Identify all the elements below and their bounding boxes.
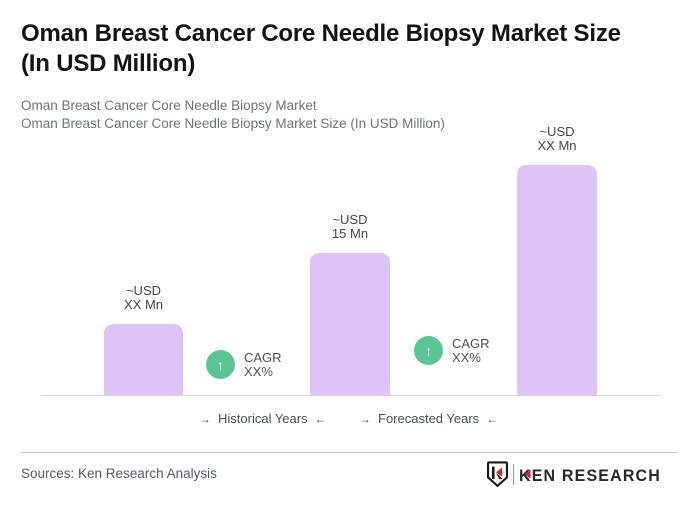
bar-value-line: ~USD bbox=[125, 283, 162, 298]
subtitle-line-1: Oman Breast Cancer Core Needle Biopsy Ma… bbox=[21, 98, 317, 113]
sources-text: Sources: Ken Research Analysis bbox=[21, 466, 217, 481]
logo-divider bbox=[513, 463, 514, 485]
bar-value-line: XX Mn bbox=[537, 138, 577, 153]
page-title: Oman Breast Cancer Core Needle Biopsy Ma… bbox=[21, 20, 621, 77]
bar-value-line: ~USD bbox=[539, 124, 575, 139]
arrow-up-circle-icon: ↑ bbox=[414, 336, 443, 365]
ken-research-emblem-icon bbox=[487, 460, 508, 487]
bar-value-line: 15 Mn bbox=[331, 226, 369, 241]
ken-research-wordmark: KEN RESEARCH bbox=[519, 467, 661, 485]
arrow-left-icon: ← bbox=[314, 411, 327, 426]
bar-value-label: ~USD 15 Mn bbox=[270, 213, 430, 241]
arrow-left-icon: ← bbox=[486, 411, 499, 426]
cagr-value: XX% bbox=[452, 349, 481, 365]
cagr-badge-historical: ↑ CAGR XX% bbox=[206, 350, 282, 379]
bar-rect bbox=[104, 324, 183, 395]
cagr-label: CAGR bbox=[452, 335, 490, 351]
logo-text: KEN RESEARCH bbox=[519, 467, 661, 485]
chart-subtitle: Oman Breast Cancer Core Needle Biopsy Ma… bbox=[21, 97, 581, 133]
cagr-badge-text: CAGR XX% bbox=[244, 349, 282, 379]
logo-red-wedge-icon bbox=[524, 469, 531, 479]
arrow-right-icon: → bbox=[359, 411, 371, 426]
bar-rect bbox=[517, 165, 597, 395]
bar-value-line: XX Mn bbox=[123, 297, 163, 312]
arrow-up-circle-icon: ↑ bbox=[206, 350, 235, 379]
cagr-badge-forecast: ↑ CAGR XX% bbox=[414, 336, 490, 365]
subtitle-line-2: Oman Breast Cancer Core Needle Biopsy Ma… bbox=[21, 116, 445, 131]
footer-divider bbox=[20, 452, 678, 453]
bar-value-label: ~USD XX Mn bbox=[64, 284, 223, 312]
bar-rect bbox=[310, 253, 390, 395]
axis-label-forecasted-years: → Forecasted Years ← bbox=[359, 411, 498, 426]
bar-value-label: ~USD XX Mn bbox=[477, 125, 637, 153]
arrow-right-icon: → bbox=[199, 411, 211, 426]
arrow-up-icon: ↑ bbox=[425, 342, 432, 359]
cagr-value: XX% bbox=[244, 363, 273, 379]
arrow-up-icon: ↑ bbox=[217, 356, 224, 373]
bar-value-line: ~USD bbox=[332, 212, 368, 227]
cagr-badge-text: CAGR XX% bbox=[452, 335, 490, 365]
axis-label-text: Forecasted Years bbox=[378, 411, 480, 426]
cagr-label: CAGR bbox=[244, 349, 282, 365]
x-axis-baseline bbox=[41, 395, 661, 396]
ken-research-logo: KEN RESEARCH bbox=[487, 460, 663, 488]
axis-label-text: Historical Years bbox=[218, 411, 308, 426]
axis-label-historical-years: → Historical Years ← bbox=[199, 411, 327, 426]
